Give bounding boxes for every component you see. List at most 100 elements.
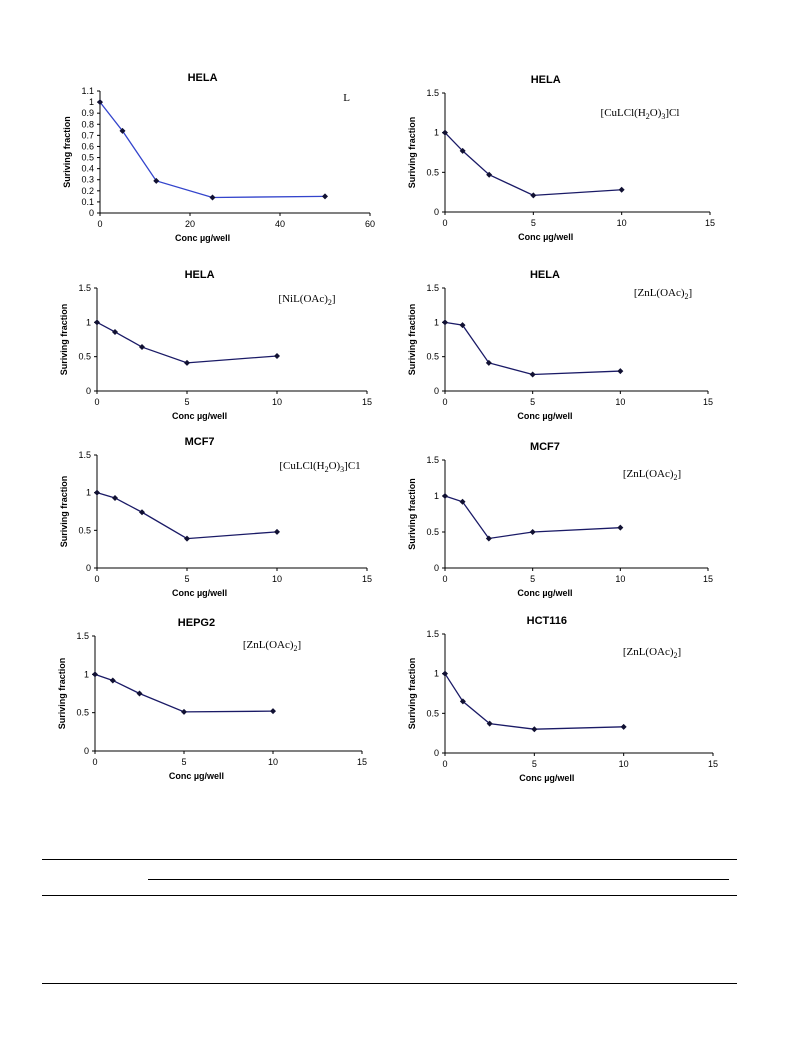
x-tick-label: 5 <box>531 218 536 228</box>
compound-subscript: 2 <box>328 298 332 307</box>
y-tick-label: 0 <box>86 563 91 573</box>
compound-label: [ZnL(OAc)2] <box>623 646 681 660</box>
series-line <box>444 673 624 730</box>
chart-title: HELA <box>531 74 561 86</box>
data-point <box>617 524 624 531</box>
x-tick-label: 10 <box>619 759 629 769</box>
data-point <box>112 494 118 501</box>
y-tick-label: 0.5 <box>78 352 91 362</box>
x-axis-label: Conc µg/well <box>517 588 572 598</box>
compound-text: [CuLCl(H <box>279 460 324 472</box>
y-tick-label: 0.5 <box>78 525 91 535</box>
series-line <box>99 101 326 199</box>
chart-panel-6: 0 0.5 1 1.5 0 5 10 15 MCF7 Conc µg/well Suriving f… <box>407 441 713 598</box>
data-point <box>486 720 493 727</box>
x-axis-label: Conc µg/well <box>169 771 224 781</box>
y-tick-label: 0 <box>89 208 94 218</box>
chart-panel-4: 0 0.5 1 1.5 0 5 10 15 HELA Conc µg/well Suriving f… <box>407 269 713 421</box>
compound-subscript: 3 <box>340 465 344 474</box>
table-bottom-rule <box>42 983 737 984</box>
compound-text: [ZnL(OAc) <box>243 639 294 651</box>
chart-title: MCF7 <box>185 436 215 448</box>
compound-text: L <box>343 92 350 104</box>
y-tick-label: 0.5 <box>426 708 439 718</box>
x-tick-label: 5 <box>530 574 535 584</box>
y-tick-label: 0 <box>434 386 439 396</box>
y-tick-label: 0 <box>434 748 439 758</box>
y-axis-label: Suriving fraction <box>407 478 417 550</box>
y-tick-label: 1 <box>434 491 439 501</box>
x-axis-label: Conc µg/well <box>517 411 572 421</box>
compound-text: ]C1 <box>344 460 361 472</box>
y-tick-label: 0 <box>434 207 439 217</box>
x-tick-label: 40 <box>275 219 285 229</box>
y-tick-label: 0.8 <box>81 119 94 129</box>
compound-text: ]Cl <box>665 107 679 119</box>
x-tick-label: 15 <box>708 759 718 769</box>
chart-title: HELA <box>188 72 218 84</box>
series-line <box>444 321 621 376</box>
data-point <box>485 359 492 366</box>
data-point <box>181 708 187 715</box>
y-tick-label: 0.4 <box>81 164 94 174</box>
data-point <box>94 319 100 326</box>
y-axis-label: Suriving fraction <box>407 117 417 189</box>
y-axis-label: Suriving fraction <box>407 304 417 376</box>
x-tick-label: 0 <box>442 759 447 769</box>
compound-text: ] <box>678 468 682 480</box>
x-tick-label: 0 <box>97 219 102 229</box>
data-point <box>274 528 280 535</box>
x-tick-label: 15 <box>703 574 713 584</box>
x-tick-label: 5 <box>184 574 189 584</box>
y-axis-label: Suriving fraction <box>59 476 69 548</box>
x-tick-label: 0 <box>442 397 447 407</box>
y-tick-label: 1 <box>434 669 439 679</box>
data-point <box>530 192 537 199</box>
series-line <box>96 321 278 364</box>
y-tick-label: 0.5 <box>426 352 439 362</box>
x-tick-label: 15 <box>362 574 372 584</box>
data-point <box>617 368 624 375</box>
y-axis-label: Suriving fraction <box>59 304 69 376</box>
data-point <box>139 344 145 351</box>
data-point <box>97 99 103 106</box>
y-tick-label: 1.1 <box>81 86 94 96</box>
y-tick-label: 1.5 <box>78 450 91 460</box>
x-tick-label: 10 <box>617 218 627 228</box>
y-tick-label: 1 <box>86 488 91 498</box>
data-point <box>459 698 466 705</box>
data-point <box>620 723 627 730</box>
data-point <box>529 371 536 378</box>
y-axis-label: Suriving fraction <box>407 658 417 730</box>
x-tick-label: 5 <box>530 397 535 407</box>
compound-text: ] <box>298 639 302 651</box>
compound-text: ] <box>678 646 682 658</box>
y-tick-label: 1.5 <box>426 629 439 639</box>
series-line <box>96 492 278 540</box>
data-point <box>153 177 160 184</box>
chart-title: HELA <box>530 269 560 281</box>
y-tick-label: 0.1 <box>81 197 94 207</box>
data-point <box>442 129 448 136</box>
compound-label: L <box>343 92 350 104</box>
x-tick-label: 15 <box>705 218 715 228</box>
x-tick-label: 60 <box>365 219 375 229</box>
x-tick-label: 0 <box>92 757 97 767</box>
x-tick-label: 10 <box>272 574 282 584</box>
x-tick-label: 5 <box>184 397 189 407</box>
series-line <box>94 673 274 713</box>
compound-label: [ZnL(OAc)2] <box>634 287 692 301</box>
data-point <box>184 359 190 366</box>
data-point <box>270 708 276 715</box>
chart-panel-8: 0 0.5 1 1.5 0 5 10 15 HCT116 Conc µg/well Suriving… <box>407 615 718 783</box>
x-tick-label: 0 <box>442 574 447 584</box>
x-tick-label: 10 <box>272 397 282 407</box>
y-tick-label: 1 <box>84 669 89 679</box>
compound-label: [ZnL(OAc)2] <box>243 639 301 653</box>
data-point <box>184 535 190 542</box>
data-point <box>485 535 492 542</box>
chart-panel-3: 0 0.5 1 1.5 0 5 10 15 HELA Conc µg/well Suriving f… <box>59 269 372 421</box>
compound-label: [CuLCl(H2O)3]C1 <box>279 460 360 474</box>
x-tick-label: 10 <box>615 574 625 584</box>
